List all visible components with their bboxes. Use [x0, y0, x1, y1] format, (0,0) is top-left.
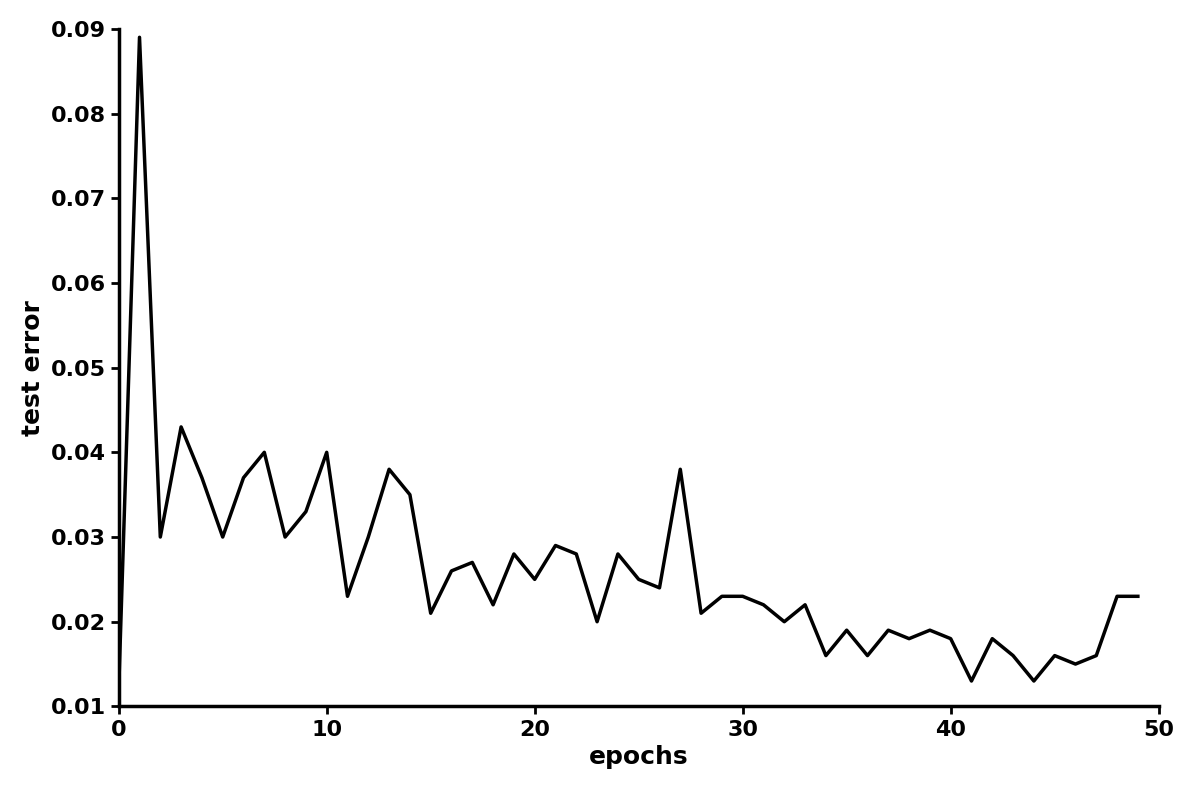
X-axis label: epochs: epochs	[589, 745, 688, 769]
Y-axis label: test error: test error	[20, 299, 45, 435]
